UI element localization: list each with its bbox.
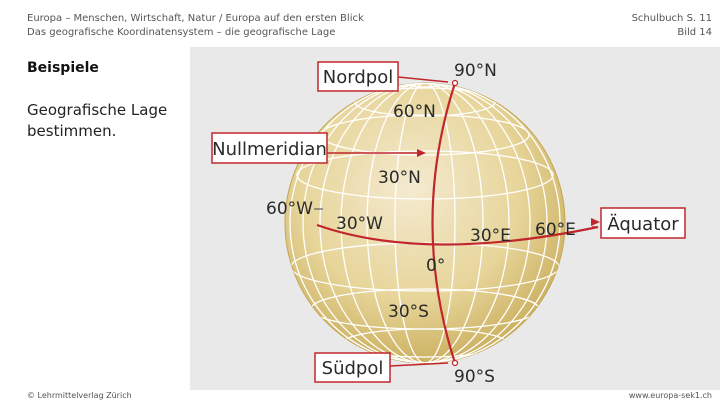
south-pole-box [314, 352, 391, 383]
globe-figure: Nordpol Nullmeridian Äquator Südpol 90°N… [190, 47, 720, 390]
label-30e: 30°E [470, 226, 511, 246]
equator-arrowhead [591, 218, 600, 226]
meridian-line [394, 83, 456, 363]
north-pole-label: Nordpol [323, 67, 393, 88]
label-60n: 60°N [393, 102, 436, 122]
footer-website: www.europa-sek1.ch [628, 391, 712, 400]
parallel-line [354, 87, 496, 117]
header-figure-reference: Bild 14 [677, 27, 712, 38]
parallel-line [296, 150, 554, 200]
label-90s: 90°S [454, 367, 495, 387]
meridian-line [340, 83, 510, 363]
parallel-line [406, 83, 444, 88]
south-pole-label: Südpol [322, 358, 384, 379]
label-0: 0° [426, 256, 445, 276]
equator-label: Äquator [607, 214, 679, 235]
section-title: Beispiele [27, 60, 99, 76]
label-30s: 30°S [388, 302, 429, 322]
north-pole-arrow [397, 76, 449, 83]
prime-meridian-box [211, 132, 328, 164]
north-pole-box [317, 61, 399, 92]
equator-line [316, 223, 599, 246]
label-60e: 60°E [535, 220, 576, 240]
meridian-line [319, 83, 531, 363]
prime-meridian-arrowhead [417, 149, 426, 157]
label-30w: 30°W [336, 214, 383, 234]
header-subject-line: Europa – Menschen, Wirtschaft, Natur / E… [27, 13, 364, 24]
footer-copyright: © Lehrmittelverlag Zürich [27, 391, 132, 400]
header-right: Schulbuch S. 11 Bild 14 [632, 12, 712, 40]
meridian-line [302, 83, 548, 363]
header-book-reference: Schulbuch S. 11 [631, 13, 712, 24]
south-pole-point [451, 359, 459, 367]
prime-meridian-label: Nullmeridian [212, 139, 327, 160]
label-30n: 30°N [378, 168, 421, 188]
label-90n: 90°N [454, 61, 497, 81]
header-left: Europa – Menschen, Wirtschaft, Natur / E… [27, 12, 364, 40]
prime-meridian-line [431, 82, 457, 364]
meridian-line [289, 83, 561, 363]
meridian-line [366, 83, 484, 363]
header-topic-line: Das geografische Koordinatensystem – die… [27, 27, 336, 38]
globe-diagram: Nordpol Nullmeridian Äquator Südpol 90°N… [190, 47, 720, 390]
label-60w: 60°W [266, 199, 313, 219]
north-pole-point [451, 79, 459, 87]
equator-box [600, 207, 686, 239]
south-pole-arrow [389, 362, 449, 367]
task-text: Geografische Lage bestimmen. [27, 101, 168, 140]
